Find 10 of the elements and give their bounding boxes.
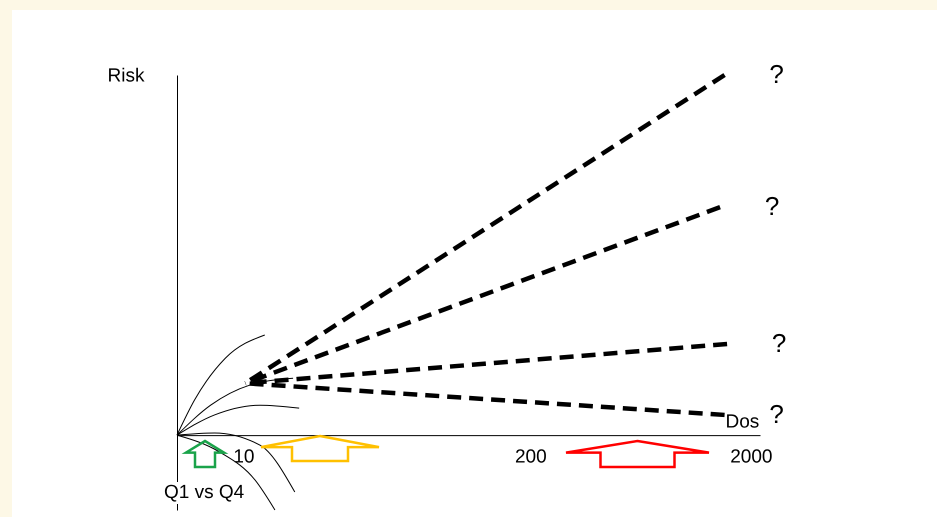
annotation: Q1 vs Q4 (164, 482, 244, 504)
annotation: ? (769, 59, 784, 89)
annotation: ? (764, 191, 780, 222)
x-tick-label: 2000 (730, 446, 773, 468)
x-tick-label: 200 (514, 446, 547, 468)
annotation: ? (772, 328, 786, 358)
x-axis-title: Dos (726, 412, 760, 433)
x-tick-label: 10 (233, 446, 254, 468)
y-axis-title: Risk (108, 66, 145, 86)
annotation: ? (769, 398, 784, 429)
